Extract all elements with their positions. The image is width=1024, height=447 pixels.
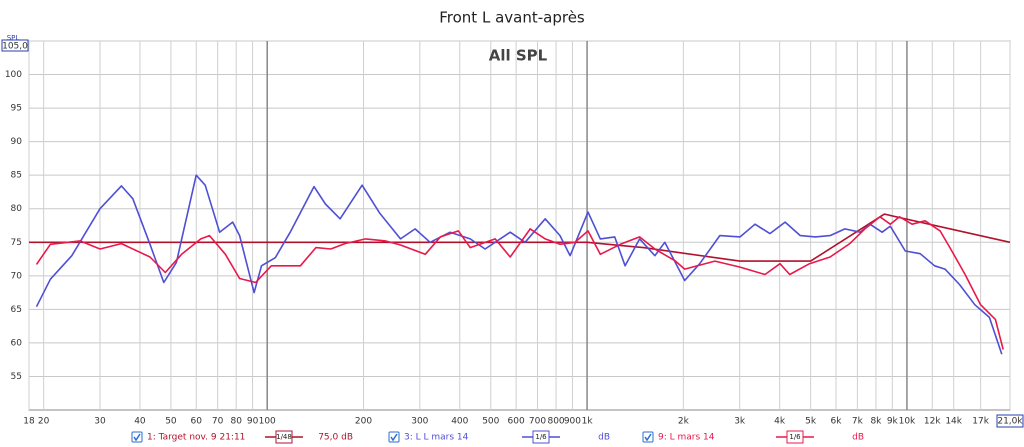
plot-area xyxy=(28,40,1011,411)
x-limit-box xyxy=(996,414,1024,428)
legend-check xyxy=(390,433,398,442)
y-tick-label: 60 xyxy=(11,338,23,348)
x-tick-label: 600 xyxy=(508,417,525,427)
smoothing-box[interactable] xyxy=(786,430,804,444)
x-tick-label: 400 xyxy=(451,417,468,427)
x-tick-label: 300 xyxy=(411,417,428,427)
legend-checkbox[interactable] xyxy=(642,431,654,443)
smoothing-label: 1/6 xyxy=(535,433,547,441)
x-tick-label: 50 xyxy=(165,417,177,427)
annotation: All SPL xyxy=(489,47,548,65)
y-tick-label: 70 xyxy=(11,271,23,281)
grid xyxy=(28,40,1011,410)
legend-label: 9: L mars 14 xyxy=(658,433,715,443)
series-line xyxy=(29,213,1011,262)
legend-checkbox[interactable] xyxy=(388,431,400,443)
x-tick-label: 18 xyxy=(23,417,35,427)
legend-level: dB xyxy=(598,433,610,443)
x-tick-label: 6k xyxy=(830,417,842,427)
x-tick-label: 70 xyxy=(212,417,224,427)
y-tick-label: 75 xyxy=(11,238,22,248)
y-tick-label: 80 xyxy=(11,204,23,214)
x-tick-label: 20 xyxy=(38,417,50,427)
y-tick-label: 90 xyxy=(11,137,23,147)
x-tick-label: 4k xyxy=(774,417,786,427)
legend-level: 75,0 dB xyxy=(318,433,353,443)
x-tick-label: 200 xyxy=(355,417,372,427)
smoothing-label: 1/48 xyxy=(276,433,292,441)
legend-checkbox[interactable] xyxy=(131,431,143,443)
x-tick-label: 8k xyxy=(870,417,882,427)
x-tick-label: 10k xyxy=(899,417,916,427)
x-tick-label: 800 xyxy=(547,417,564,427)
x-tick-label: 900 xyxy=(564,417,581,427)
x-tick-label: 9k xyxy=(887,417,899,427)
legend-check xyxy=(644,433,652,442)
legend-check xyxy=(133,433,141,442)
y-axis-label: SPL xyxy=(7,34,20,42)
x-tick-label: 12k xyxy=(924,417,941,427)
smoothing-box[interactable] xyxy=(532,430,550,444)
x-tick-label: 5k xyxy=(805,417,817,427)
legend-label: 1: Target nov. 9 21:11 xyxy=(147,433,245,443)
y-tick-label: 55 xyxy=(11,372,22,382)
smoothing-label: 1/6 xyxy=(789,433,801,441)
x-tick-label: 3k xyxy=(734,417,746,427)
chart-title: Front L avant-après xyxy=(439,9,585,27)
x-tick-label: 100 xyxy=(259,417,276,427)
series-line xyxy=(35,216,1004,350)
smoothing-box[interactable] xyxy=(275,430,293,444)
x-tick-label: 700 xyxy=(529,417,546,427)
x-tick-label: 21,0k xyxy=(997,417,1023,427)
x-tick-label: 7k xyxy=(852,417,864,427)
y-tick-label: 105,0 xyxy=(2,42,28,52)
y-tick-label: 65 xyxy=(11,305,22,315)
y-limit-box xyxy=(1,39,29,52)
x-tick-label: 30 xyxy=(94,417,106,427)
y-tick-label: 95 xyxy=(11,104,22,114)
x-tick-label: 14k xyxy=(945,417,962,427)
x-tick-label: 1k xyxy=(582,417,594,427)
legend-label: 3: L L mars 14 xyxy=(404,433,469,443)
y-tick-label: 85 xyxy=(11,171,22,181)
x-tick-label: 2k xyxy=(678,417,690,427)
x-tick-label: 17k xyxy=(972,417,989,427)
x-tick-label: 60 xyxy=(191,417,203,427)
x-tick-label: 500 xyxy=(482,417,499,427)
x-tick-label: 90 xyxy=(247,417,259,427)
y-tick-label: 100 xyxy=(5,70,22,80)
x-tick-label: 80 xyxy=(230,417,242,427)
x-tick-label: 40 xyxy=(134,417,146,427)
legend-level: dB xyxy=(852,433,864,443)
